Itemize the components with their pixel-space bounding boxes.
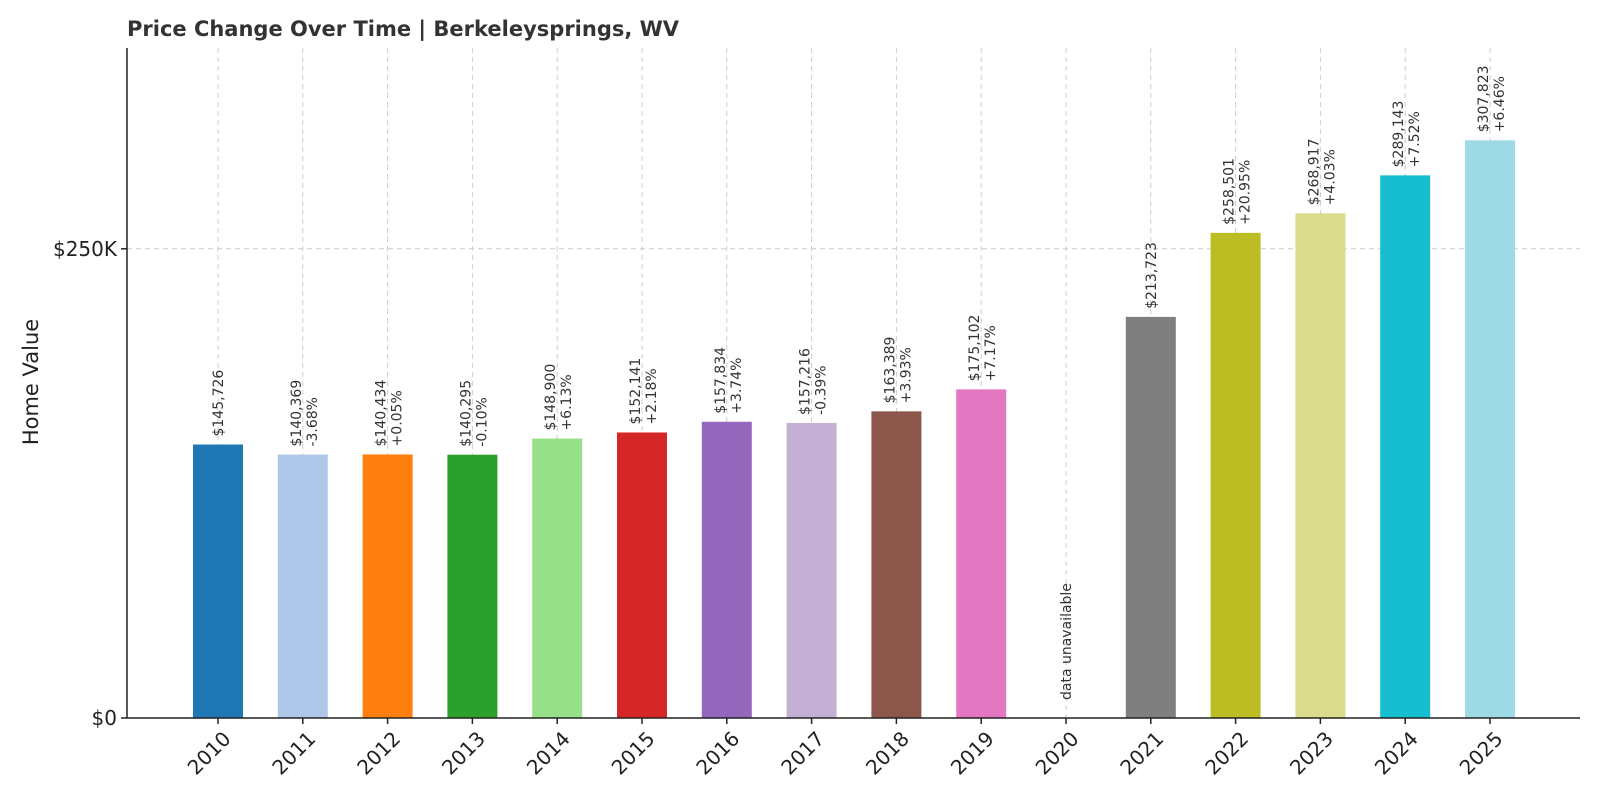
y-axis-label: Home Value	[19, 319, 43, 445]
x-tick-label: 2021	[1115, 727, 1168, 780]
bar-value-label: $152,141	[628, 358, 644, 425]
bar-value-label: $157,834	[713, 347, 729, 414]
bar-2014	[532, 438, 583, 718]
bar-2022	[1210, 232, 1261, 718]
bar-change-label: +7.52%	[1407, 111, 1423, 167]
bar-change-label: -0.39%	[814, 365, 830, 415]
bar-value-label: $258,501	[1222, 158, 1238, 225]
bar-change-label: +3.74%	[729, 358, 745, 414]
bar-value-label: $307,823	[1476, 65, 1492, 132]
bar-2017	[786, 422, 837, 718]
x-tick-label: 2023	[1285, 727, 1338, 780]
bar-value-label: $140,369	[289, 380, 305, 447]
x-tick-label: 2010	[183, 727, 236, 780]
x-tick-label: 2020	[1031, 727, 1084, 780]
x-tick-label: 2012	[352, 727, 405, 780]
bar-change-label: +0.05%	[390, 390, 406, 446]
bar-value-label: $145,726	[211, 370, 227, 437]
bar-change-label: +4.03%	[1322, 149, 1338, 205]
x-tick-label: 2018	[861, 727, 914, 780]
bar-2019	[956, 389, 1007, 718]
bar-2012	[362, 454, 413, 718]
x-tick-label: 2022	[1200, 727, 1253, 780]
bar-2018	[871, 411, 922, 718]
bar-change-label: +6.13%	[559, 374, 575, 430]
bar-value-label: $148,900	[543, 364, 559, 431]
bar-change-label: +3.93%	[898, 347, 914, 403]
bar-change-label: -3.68%	[305, 397, 321, 447]
bar-2025	[1465, 140, 1515, 718]
x-tick-label: 2015	[607, 727, 660, 780]
bar-change-label: +2.18%	[644, 368, 660, 424]
bar-2015	[617, 432, 667, 718]
x-tick-label: 2025	[1455, 727, 1508, 780]
axes-layer	[126, 48, 1580, 719]
bar-value-label: $163,389	[882, 337, 898, 404]
x-tick-label: 2016	[691, 727, 744, 780]
grid-layer	[127, 48, 1580, 719]
bar-change-label: +6.46%	[1492, 76, 1508, 132]
x-tick-label: 2024	[1370, 727, 1423, 780]
x-tick-label: 2013	[437, 727, 490, 780]
bar-value-label: $213,723	[1144, 242, 1160, 309]
bar-value-label: $140,295	[458, 380, 474, 447]
bar-value-label: $175,102	[967, 315, 983, 382]
bar-change-label: +20.95%	[1238, 160, 1254, 225]
x-tick-label: 2011	[267, 727, 320, 780]
bar-2021	[1125, 316, 1176, 718]
bar-value-label: $140,434	[374, 380, 390, 447]
chart-title: Price Change Over Time | Berkeleysprings…	[127, 17, 680, 42]
ticks-layer: $0 $250K 2010 2011 2012 2013 2014 2015 2016 2017 2…	[53, 237, 1508, 780]
bar-2013	[447, 454, 498, 718]
bars-layer	[193, 140, 1515, 719]
bar-2023	[1295, 213, 1346, 719]
bar-2010	[193, 444, 243, 718]
missing-data-label: data unavailable	[1059, 583, 1075, 700]
x-tick-label: 2014	[522, 727, 575, 780]
bar-2016	[701, 421, 752, 718]
bar-labels-layer: $145,726 $140,369 -3.68% $140,434 +0.05% $140…	[211, 65, 1508, 700]
y-tick-label: $0	[92, 706, 117, 730]
bar-value-label: $289,143	[1391, 101, 1407, 168]
bar-value-label: $268,917	[1306, 138, 1322, 205]
y-tick-label: $250K	[53, 237, 118, 261]
x-tick-label: 2019	[946, 727, 999, 780]
bar-change-label: -0.10%	[474, 397, 490, 447]
bar-value-label: $157,216	[798, 348, 814, 415]
bar-2011	[277, 454, 328, 718]
x-tick-label: 2017	[776, 727, 829, 780]
bar-change-label: +7.17%	[983, 325, 999, 381]
bar-2024	[1380, 175, 1431, 718]
